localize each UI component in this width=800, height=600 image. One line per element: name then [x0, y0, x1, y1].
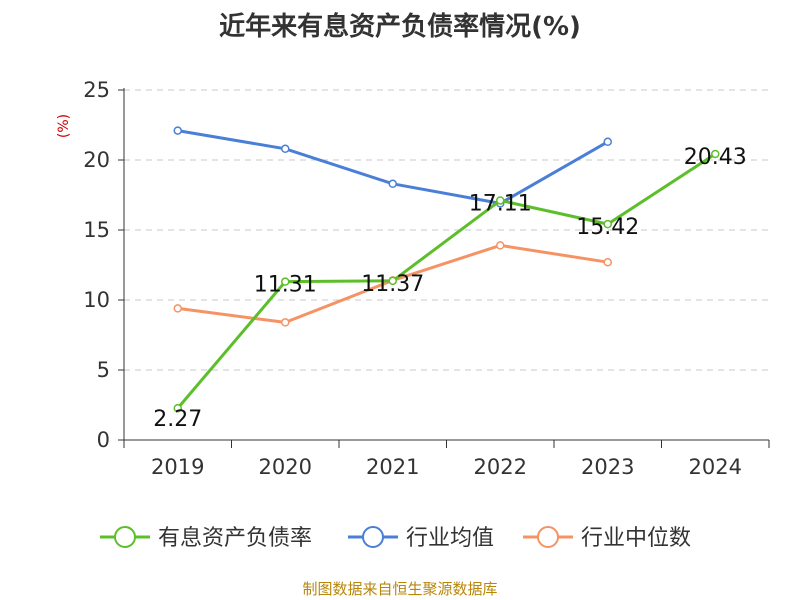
chart-title: 近年来有息资产负债率情况(%) — [219, 12, 581, 42]
data-point — [711, 149, 720, 159]
y-axis-unit: (%) — [56, 114, 72, 138]
y-tick-label: 10 — [83, 288, 110, 312]
x-tick-label: 2023 — [581, 455, 634, 479]
legend-marker — [537, 526, 559, 548]
legend-marker — [114, 526, 136, 548]
x-tick-label: 2020 — [259, 455, 312, 479]
y-tick-label: 20 — [83, 148, 110, 172]
data-point — [281, 144, 290, 154]
data-label: 17.11 — [469, 191, 532, 216]
legend-label: 行业中位数 — [581, 526, 691, 551]
data-source-note: 制图数据来自恒生聚源数据库 — [302, 580, 498, 598]
data-point — [603, 137, 612, 147]
x-tick-label: 2019 — [151, 455, 204, 479]
data-point — [603, 219, 612, 229]
legend-marker — [362, 526, 384, 548]
data-label: 2.27 — [153, 407, 202, 432]
legend-label: 有息资产负债率 — [158, 526, 312, 551]
legend-label: 行业均值 — [406, 526, 494, 551]
data-point — [173, 126, 182, 135]
x-tick-label: 2021 — [366, 455, 419, 479]
data-point — [496, 196, 505, 205]
data-point — [281, 277, 290, 286]
data-label: 15.42 — [576, 215, 639, 240]
data-point — [603, 257, 612, 267]
data-label: 20.43 — [684, 145, 747, 170]
y-tick-label: 0 — [97, 428, 110, 452]
data-point — [388, 276, 397, 286]
y-tick-label: 15 — [83, 218, 110, 242]
y-tick-label: 5 — [97, 358, 110, 382]
x-tick-label: 2022 — [474, 455, 527, 479]
data-point — [173, 304, 182, 313]
series-line — [176, 152, 717, 410]
series-line — [177, 129, 609, 205]
data-point — [496, 241, 505, 250]
data-label: 11.37 — [361, 272, 424, 297]
x-tick-label: 2024 — [689, 455, 742, 479]
data-point — [388, 179, 397, 189]
data-point — [281, 318, 290, 327]
y-tick-label: 25 — [83, 78, 110, 102]
data-label: 11.31 — [254, 273, 317, 298]
data-point — [173, 403, 182, 413]
